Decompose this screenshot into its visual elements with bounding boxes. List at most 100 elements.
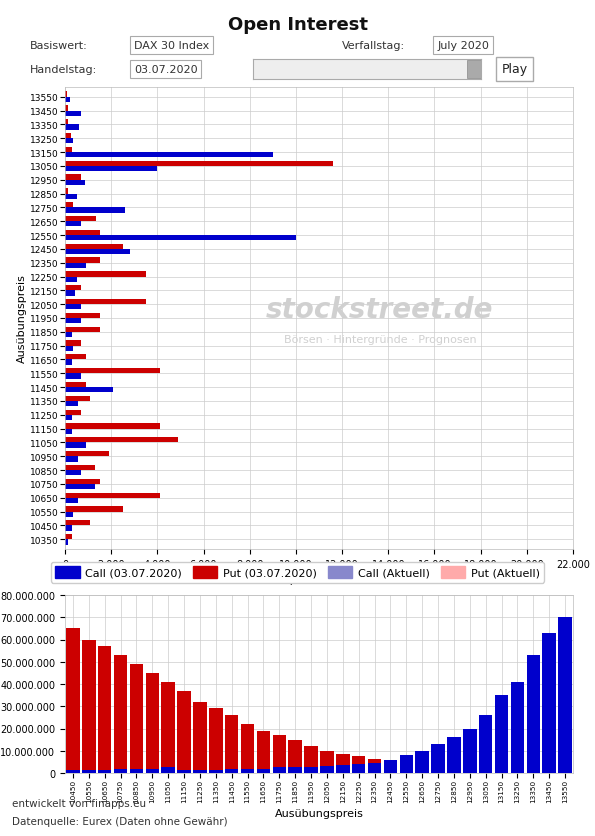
Bar (225, 768, 239, 773)
Bar (98, 646, 111, 773)
Bar (320, 767, 334, 773)
Bar (447, 737, 461, 773)
Bar (511, 682, 524, 773)
Text: Basiswert:: Basiswert: (30, 41, 87, 51)
Bar (65, 382, 86, 388)
Bar (336, 765, 349, 773)
Bar (65, 369, 159, 374)
Bar (352, 764, 365, 773)
Bar (241, 768, 254, 773)
Bar (65, 451, 109, 456)
Bar (65, 98, 70, 103)
Bar (415, 751, 429, 773)
Bar (65, 120, 68, 125)
Bar (114, 768, 127, 773)
Bar (66, 770, 80, 773)
Bar (130, 664, 143, 773)
Bar (65, 161, 333, 166)
Bar (65, 466, 95, 471)
Text: Börsen · Hintergründe · Prognosen: Börsen · Hintergründe · Prognosen (284, 334, 476, 344)
Bar (65, 314, 99, 319)
Bar (130, 768, 143, 773)
Bar (65, 521, 90, 526)
Bar (65, 208, 125, 213)
Bar (65, 299, 146, 305)
Bar (65, 493, 159, 498)
Bar (415, 765, 429, 773)
Bar (463, 729, 477, 773)
Bar (65, 346, 73, 351)
Bar (384, 760, 397, 773)
Bar (65, 181, 84, 186)
Text: Open Interest: Open Interest (227, 16, 368, 34)
Text: entwickelt von finapps.eu: entwickelt von finapps.eu (12, 798, 146, 808)
Bar (65, 429, 72, 435)
Bar (65, 125, 79, 130)
Bar (65, 327, 99, 333)
Bar (558, 618, 572, 773)
Bar (495, 770, 508, 773)
Bar (304, 767, 318, 773)
Bar (146, 673, 159, 773)
Bar (65, 139, 73, 145)
Bar (65, 217, 96, 222)
Bar (65, 341, 81, 346)
Bar (209, 709, 223, 773)
Bar (146, 768, 159, 773)
Bar (65, 498, 78, 503)
Bar (65, 236, 296, 241)
Bar (289, 740, 302, 773)
Bar (65, 278, 77, 283)
Bar (65, 134, 71, 139)
Text: July 2020: July 2020 (437, 41, 489, 51)
Bar (65, 484, 95, 490)
Bar (65, 401, 78, 407)
X-axis label: Open Interest: Open Interest (281, 574, 357, 584)
Bar (336, 754, 349, 773)
Bar (65, 415, 72, 421)
Bar (256, 768, 270, 773)
Bar (65, 111, 81, 117)
Bar (65, 512, 73, 517)
Bar (467, 61, 481, 79)
Bar (65, 540, 68, 545)
Bar (65, 360, 72, 365)
Bar (65, 203, 73, 208)
Bar (65, 534, 72, 540)
Bar (289, 767, 302, 773)
X-axis label: Ausübungspreis: Ausübungspreis (274, 808, 364, 818)
Bar (177, 770, 191, 773)
Bar (65, 388, 114, 393)
Bar (65, 176, 81, 181)
Bar (479, 770, 493, 773)
Bar (511, 770, 524, 773)
Bar (65, 258, 99, 263)
Text: DAX 30 Index: DAX 30 Index (134, 41, 209, 51)
Text: Handelstag:: Handelstag: (30, 65, 97, 75)
Bar (65, 286, 81, 291)
Bar (65, 333, 72, 338)
Bar (273, 767, 286, 773)
Bar (256, 731, 270, 773)
Bar (65, 263, 86, 268)
Bar (82, 770, 96, 773)
Bar (527, 655, 540, 773)
Bar (447, 770, 461, 773)
Y-axis label: Ausübungspreis: Ausübungspreis (17, 274, 27, 363)
Bar (161, 767, 175, 773)
Bar (400, 755, 413, 773)
Bar (65, 194, 77, 200)
Bar (177, 691, 191, 773)
Bar (65, 291, 76, 296)
Bar (65, 244, 123, 249)
Bar (65, 438, 178, 443)
Bar (65, 249, 130, 255)
Text: 03.07.2020: 03.07.2020 (134, 65, 198, 75)
Bar (352, 757, 365, 773)
Bar (65, 153, 273, 158)
Bar (65, 166, 157, 172)
Bar (65, 305, 81, 310)
Bar (65, 231, 99, 236)
Bar (273, 736, 286, 773)
Bar (82, 640, 96, 773)
